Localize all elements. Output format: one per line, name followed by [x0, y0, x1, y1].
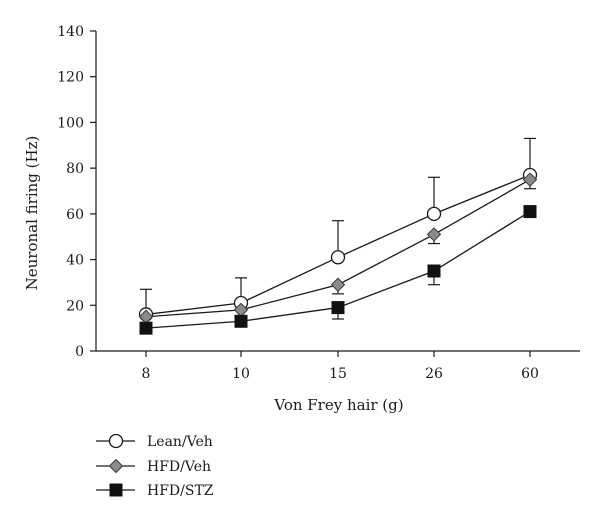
data-point	[426, 206, 442, 222]
legend-marker	[109, 483, 123, 497]
x-tick-label: 10	[232, 366, 250, 382]
x-tick-label: 60	[521, 366, 539, 382]
legend-item: Lean/Veh	[96, 433, 213, 450]
legend-label: Lean/Veh	[147, 434, 213, 450]
y-tick-label: 60	[66, 207, 84, 223]
y-tick-label: 20	[66, 298, 84, 314]
legend: Lean/Veh HFD/Veh HFD/STZ	[96, 433, 214, 499]
legend-marker	[108, 433, 124, 449]
y-tick-label: 100	[57, 115, 84, 131]
legend-label: HFD/Veh	[147, 459, 211, 475]
legend-label: HFD/STZ	[147, 483, 214, 499]
data-point	[331, 301, 345, 315]
series-2-errorbars	[332, 271, 440, 320]
x-tick-label: 26	[425, 366, 443, 382]
legend-marker	[108, 458, 124, 474]
data-point	[330, 277, 346, 292]
data-point	[330, 250, 346, 265]
legend-item: HFD/Veh	[96, 458, 211, 475]
series-layer	[138, 137, 538, 335]
y-tick-label: 40	[66, 253, 84, 269]
x-tick-label: 15	[329, 366, 347, 382]
axes: 0 20 40 60 80 100 120 140 8 10 15 26 60	[57, 24, 580, 382]
data-point	[139, 321, 153, 335]
legend-item: HFD/STZ	[96, 483, 214, 499]
x-tick-label: 8	[142, 366, 151, 382]
y-tick-label: 80	[66, 161, 84, 177]
y-tick-label: 140	[57, 24, 84, 40]
y-tick-label: 120	[57, 70, 84, 86]
data-point	[234, 314, 248, 328]
x-axis-title: Von Frey hair (g)	[273, 396, 403, 414]
data-point	[523, 205, 537, 219]
y-tick-label: 0	[75, 344, 84, 360]
data-point	[426, 227, 442, 242]
data-point	[522, 172, 538, 187]
y-axis-title: Neuronal firing (Hz)	[23, 136, 41, 291]
data-point	[427, 264, 441, 278]
